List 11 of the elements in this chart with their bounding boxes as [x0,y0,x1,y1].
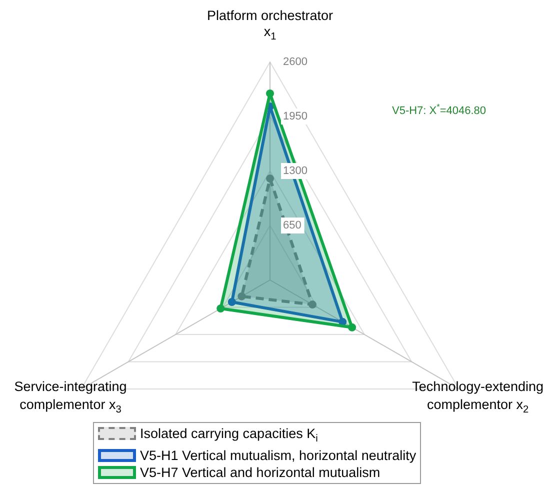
y-tick-label: 2600 [283,56,308,68]
legend-label: V5-H1 Vertical mutualism, horizontal neutrality [140,448,416,463]
y-tick-label: 1300 [283,165,308,178]
y-tick-label: 1950 [283,110,308,123]
y-tick-label: 650 [283,220,302,232]
legend-label: V5-H7 Vertical and horizontal mutualism [140,465,380,480]
legend-label: Isolated carrying capacities K$_{i}$ [140,426,318,445]
spoke-label: Service-integrating complementor x$_{3}$ [13,378,128,416]
spoke-label: Technology-extending complementor x$_{2}$ [411,378,545,416]
spoke-label: Platform orchestrator x$_{1}$ [206,8,334,43]
text: V5-H7: X$^{*}$=4046.80 [392,102,486,118]
